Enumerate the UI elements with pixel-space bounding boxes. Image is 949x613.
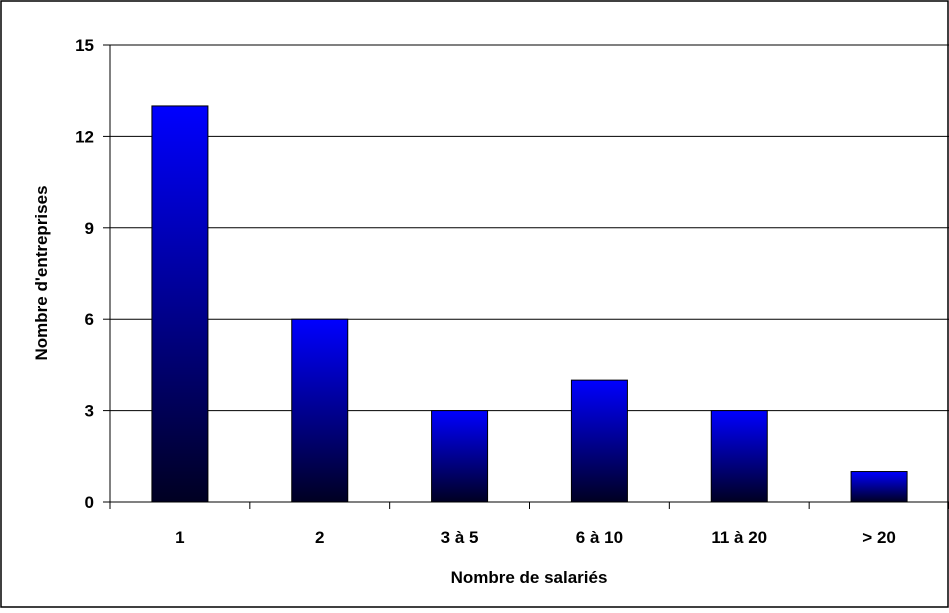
- x-tick-label: 11 à 20: [711, 528, 767, 547]
- y-tick-label: 15: [75, 36, 94, 55]
- x-tick-label: 3 à 5: [441, 528, 479, 547]
- x-tick-labels: 1 2 3 à 5 6 à 10 11 à 20 > 20: [175, 528, 896, 547]
- bars: [151, 105, 908, 503]
- x-tick-label: 1: [175, 528, 184, 547]
- y-tick-label: 9: [85, 219, 94, 238]
- bar: [151, 105, 209, 503]
- y-tick-labels: 0 3 6 9 12 15: [75, 36, 94, 512]
- y-tick-label: 0: [85, 493, 94, 512]
- x-tick-label: 2: [315, 528, 324, 547]
- bar: [431, 410, 489, 503]
- bar: [710, 410, 768, 503]
- y-tick-label: 12: [75, 127, 94, 146]
- y-axis-title: Nombre d'entreprises: [32, 185, 51, 360]
- bar: [291, 318, 349, 503]
- x-tick-label: > 20: [862, 528, 896, 547]
- y-tick-label: 6: [85, 310, 94, 329]
- bar: [850, 471, 908, 503]
- bar: [570, 379, 628, 503]
- x-axis-title: Nombre de salariés: [451, 568, 608, 587]
- axes: [103, 44, 949, 509]
- x-tick-label: 6 à 10: [576, 528, 623, 547]
- y-tick-label: 3: [85, 402, 94, 421]
- gridlines: [110, 44, 949, 412]
